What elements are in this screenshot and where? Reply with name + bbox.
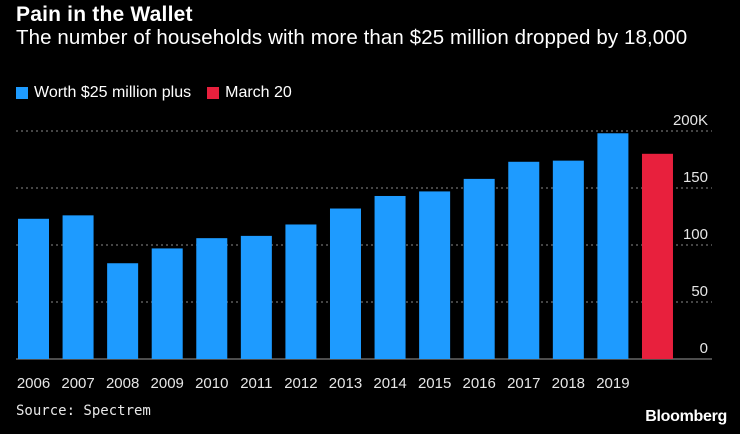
- x-tick-label-2013: 2013: [329, 375, 362, 392]
- y-tick-label-150: 150: [683, 169, 708, 186]
- x-tick-label-2007: 2007: [61, 375, 94, 392]
- y-tick-label-50: 50: [691, 283, 708, 300]
- y-tick-label-0: 0: [700, 340, 708, 357]
- legend: Worth $25 million plus March 20: [16, 84, 308, 102]
- bar-2007-0: [62, 215, 94, 359]
- legend-label-march: March 20: [225, 84, 292, 101]
- x-tick-label-2018: 2018: [552, 375, 585, 392]
- label-layer: 0 50 100 150 200K 2006 2007 2008 2009 2010 2011 201…: [17, 112, 708, 392]
- bar-2019-0: [597, 133, 629, 359]
- bar-2014-0: [374, 195, 406, 359]
- y-tick-label-100: 100: [683, 226, 708, 243]
- bar-2008-0: [107, 263, 139, 359]
- legend-swatch-worth: [16, 87, 28, 99]
- x-tick-label-2006: 2006: [17, 375, 50, 392]
- bar-2011-0: [240, 235, 272, 359]
- bar-2016-0: [463, 178, 495, 359]
- x-tick-label-2011: 2011: [240, 375, 272, 392]
- bar-layer: [18, 133, 673, 359]
- bar-2018-0: [552, 160, 584, 359]
- legend-swatch-march: [207, 87, 220, 99]
- bar-2012-0: [285, 224, 317, 359]
- legend-item-worth: Worth $25 million plus: [16, 84, 191, 102]
- bar-2006-0: [18, 218, 49, 359]
- legend-label-worth: Worth $25 million plus: [34, 84, 192, 101]
- bar-2009-0: [151, 248, 183, 359]
- chart-title: Pain in the Wallet: [16, 3, 193, 26]
- x-tick-label-2019: 2019: [596, 375, 629, 392]
- x-tick-label-2008: 2008: [106, 375, 139, 392]
- x-tick-label-2012: 2012: [284, 375, 317, 392]
- x-tick-label-2014: 2014: [373, 375, 406, 392]
- bar-2015-0: [419, 191, 451, 359]
- x-tick-label-2017: 2017: [507, 375, 540, 392]
- y-tick-label-200: 200K: [673, 112, 708, 129]
- x-tick-label-2009: 2009: [151, 375, 184, 392]
- source-note: Source: Spectrem: [16, 403, 151, 419]
- legend-item-march: March 20: [207, 84, 292, 102]
- bar-march-20-1: [641, 153, 673, 359]
- x-tick-label-2015: 2015: [418, 375, 451, 392]
- bar-2013-0: [329, 208, 361, 359]
- x-tick-label-2016: 2016: [463, 375, 496, 392]
- chart-subtitle: The number of households with more than …: [16, 26, 688, 49]
- bar-2010-0: [196, 238, 228, 359]
- x-tick-label-2010: 2010: [195, 375, 228, 392]
- bloomberg-logo: Bloomberg: [645, 408, 727, 425]
- bar-2017-0: [508, 161, 540, 359]
